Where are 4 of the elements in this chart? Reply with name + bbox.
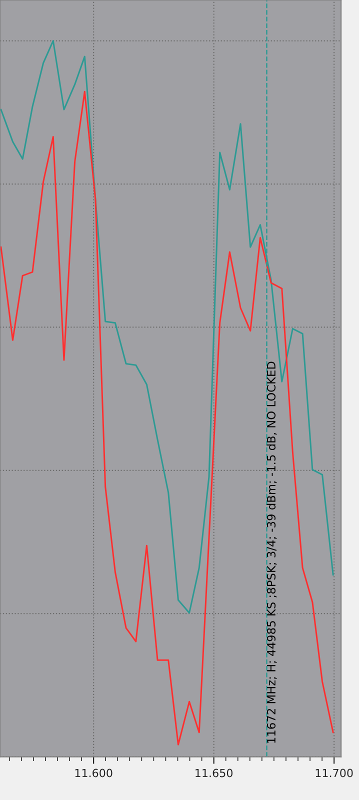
ref-line-label: 11672 MHz; H; 44985 KS ;8PSK; 3/4; -39 dBm; -1.5 dB, NO LOCKED xyxy=(266,362,277,743)
x-tick-label: 11.650 xyxy=(196,768,233,778)
x-tick-label: 11.600 xyxy=(75,768,112,778)
x-tick-label: 11.700 xyxy=(316,768,353,778)
